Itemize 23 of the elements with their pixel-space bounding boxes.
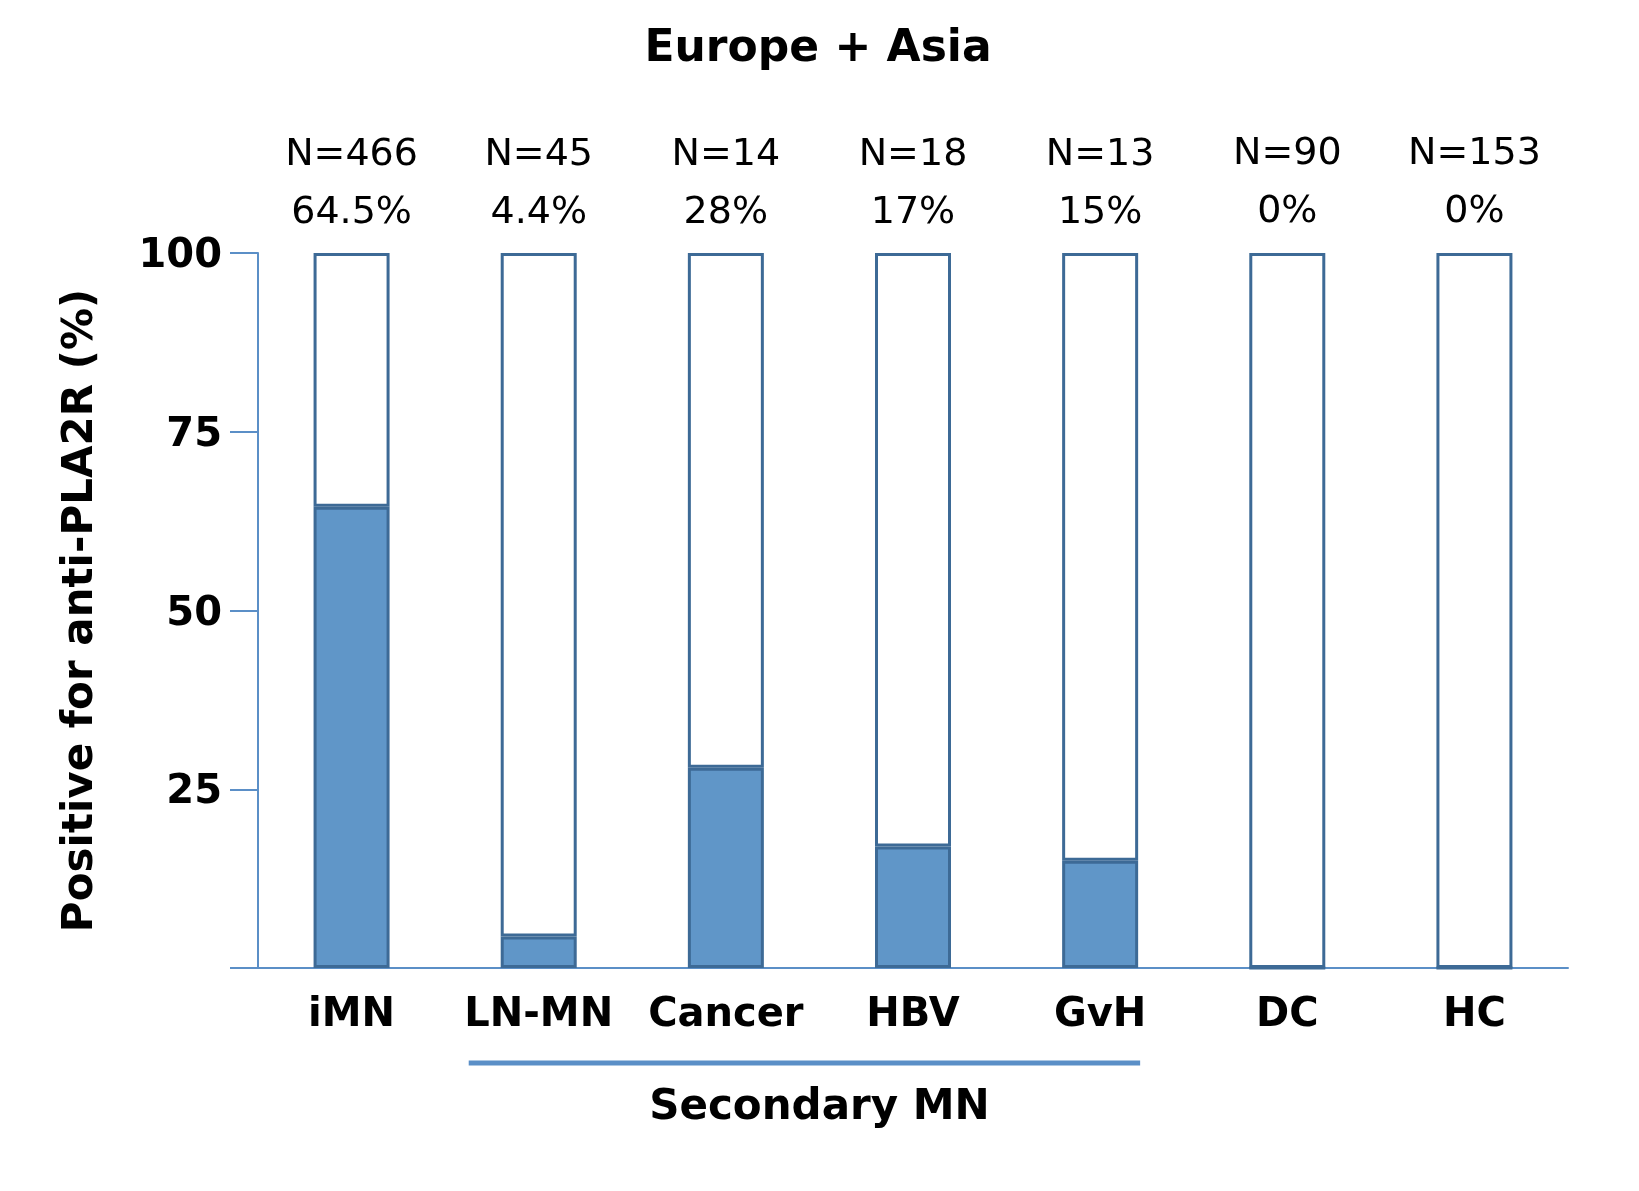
bar [1436, 253, 1513, 968]
y-tick-label: 25 [166, 766, 222, 813]
data-label: N=466 64.5% [285, 130, 418, 232]
x-tick-label: HBV [866, 989, 960, 1035]
data-label: N=45 4.4% [484, 130, 594, 232]
data-label: N=153 0% [1408, 128, 1541, 231]
data-label: N=18 17% [858, 130, 968, 232]
data-label: N=13 15% [1045, 130, 1155, 232]
data-label: N=14 28% [671, 130, 781, 232]
x-tick-label: LN-MN [464, 989, 614, 1035]
y-axis-title: Positive for anti-PLA2R (%) [52, 288, 102, 933]
y-tick-label: 75 [166, 408, 222, 455]
x-tick-label: DC [1256, 989, 1319, 1035]
x-tick-label: iMN [308, 989, 396, 1035]
x-tick-label: Cancer [648, 989, 804, 1035]
bar [1249, 253, 1326, 968]
text: Secondary MN [649, 1079, 990, 1129]
y-tick-label: 50 [166, 587, 222, 634]
y-tick-label: 100 [138, 230, 222, 276]
x-tick-label: HC [1443, 989, 1506, 1035]
chart-title: Europe + Asia [644, 19, 992, 71]
x-tick-label: GvH [1053, 989, 1147, 1035]
data-label: N=90 0% [1232, 128, 1342, 231]
